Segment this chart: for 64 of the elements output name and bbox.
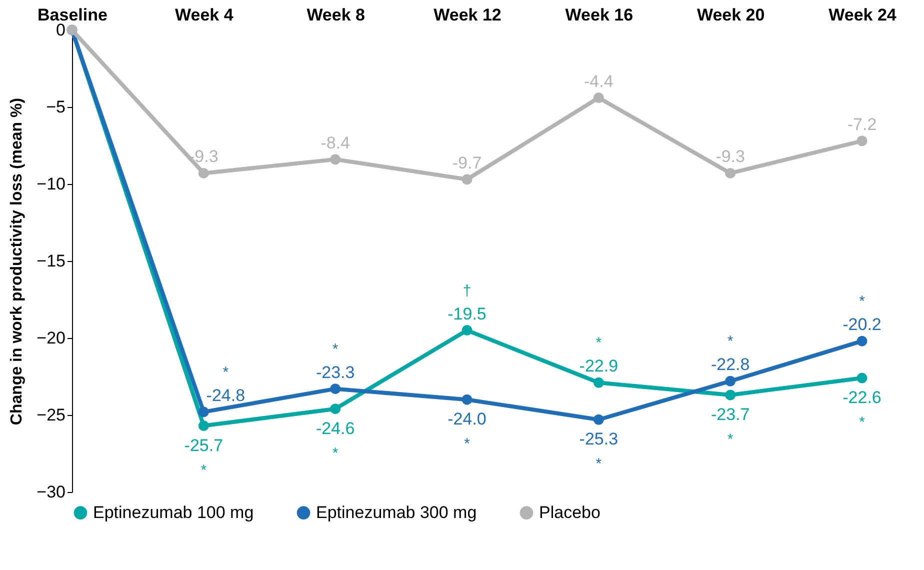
annotation: * [222, 364, 229, 381]
annotation: * [332, 444, 338, 462]
data-label: -7.2 [847, 114, 877, 134]
data-label: -22.8 [710, 355, 750, 374]
point [198, 420, 209, 432]
point [198, 168, 209, 178]
data-label: -24.0 [448, 410, 486, 429]
annotation: * [727, 333, 734, 350]
y-tick-label: −5 [46, 98, 66, 116]
x-tick-label: Week 8 [306, 6, 365, 24]
data-label: -22.9 [579, 356, 618, 376]
point [856, 336, 868, 346]
point [462, 394, 472, 405]
y-tick-label: −30 [36, 482, 66, 502]
data-label: -8.4 [320, 133, 350, 152]
point [725, 390, 736, 400]
point [330, 384, 341, 394]
point [593, 414, 604, 425]
annotation: * [332, 340, 338, 358]
y-tick-label: −10 [36, 174, 66, 194]
data-label: -19.5 [448, 304, 486, 324]
legend-label: Eptinezumab 100 mg [93, 502, 254, 522]
annotation: * [727, 430, 734, 448]
point [856, 372, 868, 384]
x-tick-label: Week 20 [696, 6, 765, 24]
data-label: -24.6 [316, 418, 355, 438]
annotation: * [596, 456, 602, 473]
annotation: * [464, 436, 470, 453]
point [593, 377, 604, 388]
data-label: -9.3 [716, 147, 745, 166]
x-tick-label: Week 4 [175, 6, 234, 24]
data-label: -25.3 [579, 430, 618, 449]
data-label: -23.7 [710, 404, 750, 424]
data-label: -4.4 [584, 72, 614, 91]
annotation: * [859, 293, 866, 310]
data-label: -25.7 [184, 436, 224, 455]
y-tick-label: −15 [36, 252, 66, 270]
data-label: -23.3 [316, 362, 355, 382]
y-axis-title: Change in work productivity loss (mean %) [8, 98, 26, 426]
legend-label: Placebo [539, 502, 600, 522]
data-label: -20.2 [842, 315, 882, 334]
annotation: † [462, 282, 472, 300]
point [330, 404, 341, 414]
x-tick-label: Week 12 [434, 6, 502, 24]
annotation: * [596, 334, 602, 352]
data-label: -24.8 [206, 386, 246, 405]
annotation: * [200, 462, 207, 479]
y-tick-label: −20 [36, 328, 66, 348]
annotation: * [859, 414, 866, 432]
data-label: -22.6 [842, 388, 882, 408]
point [725, 168, 736, 178]
point [593, 92, 604, 103]
point [462, 174, 472, 185]
point [725, 376, 736, 386]
legend-label: Eptinezumab 300 mg [316, 502, 477, 522]
x-tick-label: Week 24 [828, 6, 897, 24]
data-label: -9.3 [189, 147, 218, 166]
y-tick-label: −25 [36, 406, 66, 424]
data-label: -9.7 [452, 153, 482, 172]
x-tick-label: Week 16 [565, 6, 634, 24]
point [198, 406, 209, 418]
point [856, 136, 868, 146]
point [462, 325, 472, 336]
point [330, 154, 341, 165]
